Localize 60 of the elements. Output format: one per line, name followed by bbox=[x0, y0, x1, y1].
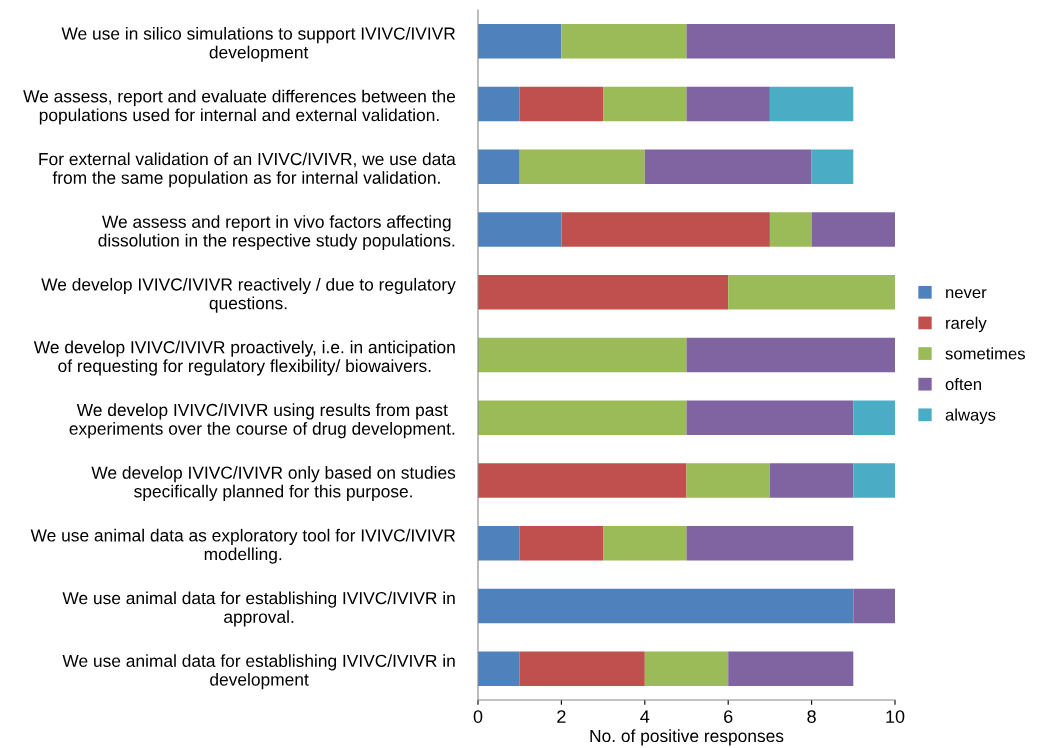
bar bbox=[478, 588, 854, 624]
bar bbox=[478, 24, 562, 59]
y-tick-label: For external validation of an IVIVC/IVIVR, we use data from the same population as for internal validation. bbox=[39, 152, 456, 188]
bar bbox=[478, 275, 729, 310]
y-tick-label: We develop IVIVC/IVIVR only based on studies specifically planned for this purpose. bbox=[91, 466, 456, 501]
x-tick-label: 4 bbox=[640, 710, 650, 723]
bar bbox=[478, 149, 520, 185]
bar bbox=[769, 212, 812, 247]
bar bbox=[519, 525, 604, 561]
bar bbox=[728, 651, 854, 686]
legend-label: sometimes bbox=[945, 347, 1025, 360]
legend-label: always bbox=[945, 408, 996, 425]
y-tick-label: We develop IVIVC/IVIVR reactively / due to regulatory questions. bbox=[41, 277, 456, 313]
bar bbox=[478, 400, 687, 435]
y-tick-label: We assess, report and evaluate differences between the populations used for internal and external validation. bbox=[23, 89, 456, 125]
bar bbox=[561, 24, 687, 59]
bar bbox=[811, 149, 854, 185]
bar bbox=[686, 400, 854, 435]
y-tick-label: We use in silico simulations to support IVIVC/IVIVR development bbox=[61, 26, 455, 62]
bar bbox=[603, 86, 687, 122]
legend-label: often bbox=[945, 377, 981, 391]
bar bbox=[603, 525, 687, 561]
bar bbox=[686, 463, 770, 498]
x-tick-label: 0 bbox=[473, 710, 483, 723]
x-tick-label: 6 bbox=[724, 710, 733, 723]
bar bbox=[769, 86, 854, 122]
x-tick-label: 10 bbox=[886, 710, 905, 723]
bar bbox=[519, 86, 604, 122]
bar bbox=[644, 651, 729, 686]
bar bbox=[728, 275, 895, 310]
bar bbox=[478, 337, 687, 373]
y-tick-label: We use animal data for establishing IVIVC/IVIVR in development bbox=[62, 654, 455, 690]
y-tick-label: We use animal data as exploratory tool for IVIVC/IVIVR modelling. bbox=[30, 528, 455, 564]
bar bbox=[478, 463, 687, 498]
bar bbox=[644, 149, 812, 185]
bar bbox=[519, 149, 645, 185]
bar bbox=[853, 400, 895, 435]
bar bbox=[853, 463, 895, 498]
legend-label: never bbox=[946, 289, 987, 299]
bar bbox=[478, 212, 562, 247]
bar bbox=[478, 86, 520, 122]
bar bbox=[478, 525, 520, 561]
bar bbox=[686, 24, 895, 59]
bar bbox=[686, 337, 895, 373]
bar bbox=[478, 651, 520, 686]
legend-label: rarely bbox=[946, 316, 987, 333]
y-tick-label: We develop IVIVC/IVIVR proactively, i.e. in anticipation of requesting for regulatory flexibility/ biowaivers. bbox=[33, 340, 455, 376]
bar bbox=[686, 86, 770, 122]
bar bbox=[686, 525, 854, 561]
bar bbox=[811, 212, 895, 247]
bar bbox=[561, 212, 770, 247]
x-tick-label: 2 bbox=[557, 710, 566, 723]
y-tick-label: We use animal data for establishing IVIVC/IVIVR in approval. bbox=[62, 591, 455, 627]
bar bbox=[769, 463, 854, 498]
y-tick-label: We develop IVIVC/IVIVR using results from past experiments over the course of drug development. bbox=[69, 403, 455, 439]
x-tick-label: 8 bbox=[807, 710, 816, 723]
y-tick-label: We assess and report in vivo factors affecting dissolution in the respective study populations. bbox=[98, 215, 455, 251]
bar bbox=[853, 588, 895, 624]
x-axis-title: No. of positive responses bbox=[590, 729, 784, 746]
bar bbox=[519, 651, 645, 686]
